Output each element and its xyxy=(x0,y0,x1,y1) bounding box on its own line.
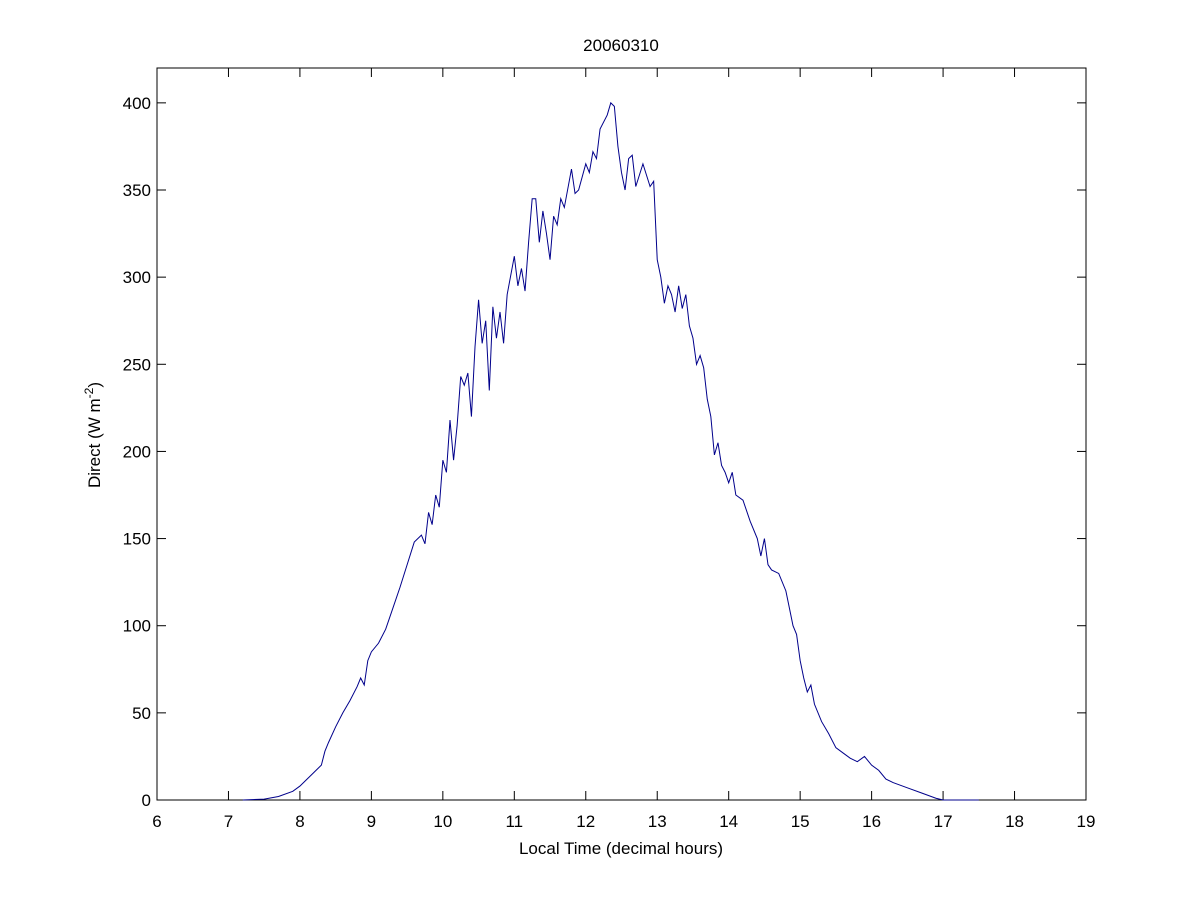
y-tick-label: 350 xyxy=(123,181,151,200)
x-tick-label: 10 xyxy=(433,812,452,831)
chart-title: 20060310 xyxy=(583,36,659,55)
x-tick-label: 7 xyxy=(224,812,233,831)
x-tick-label: 19 xyxy=(1077,812,1096,831)
x-tick-label: 6 xyxy=(152,812,161,831)
y-label-sup: -2 xyxy=(82,387,96,398)
y-tick-label: 50 xyxy=(132,704,151,723)
x-tick-label: 13 xyxy=(648,812,667,831)
y-tick-label: 150 xyxy=(123,530,151,549)
y-tick-label: 0 xyxy=(142,791,151,810)
y-label-base: Direct (W m xyxy=(85,398,104,488)
data-line xyxy=(242,101,979,801)
y-tick-label: 200 xyxy=(123,442,151,461)
x-tick-label: 16 xyxy=(862,812,881,831)
x-tick-label: 8 xyxy=(295,812,304,831)
x-tick-label: 18 xyxy=(1005,812,1024,831)
y-tick-label: 300 xyxy=(123,268,151,287)
x-tick-label: 12 xyxy=(576,812,595,831)
y-tick-label: 400 xyxy=(123,94,151,113)
y-tick-label: 100 xyxy=(123,617,151,636)
x-tick-label: 17 xyxy=(934,812,953,831)
x-tick-label: 9 xyxy=(367,812,376,831)
x-tick-label: 14 xyxy=(719,812,738,831)
x-axis-label: Local Time (decimal hours) xyxy=(519,839,723,858)
y-axis-label: Direct (W m-2) xyxy=(82,382,104,488)
plot-frame xyxy=(156,67,1087,801)
x-tick-label: 11 xyxy=(505,812,523,831)
y-label-suffix: ) xyxy=(85,382,104,388)
x-tick-label: 15 xyxy=(791,812,810,831)
y-tick-label: 250 xyxy=(123,355,151,374)
